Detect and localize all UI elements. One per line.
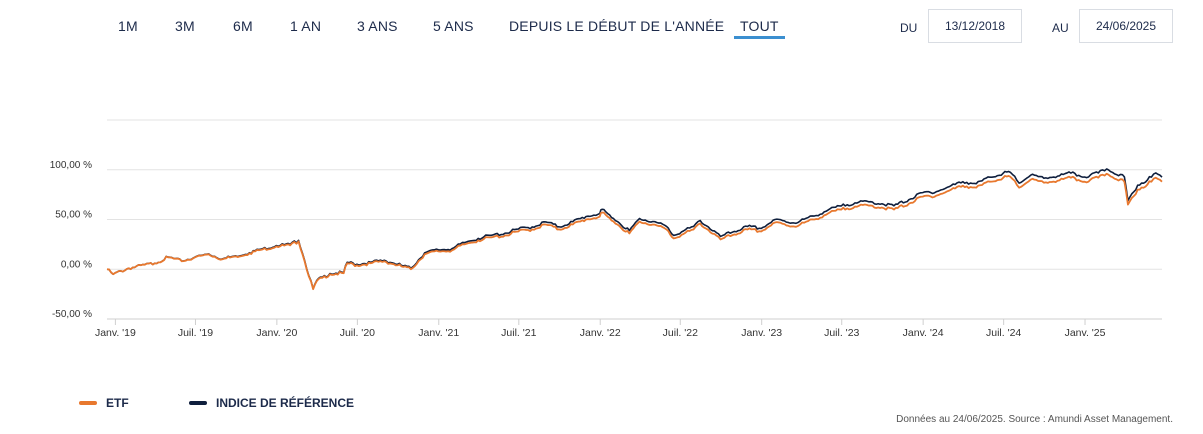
series-benchmark-line [106,168,1163,290]
tab-5-ans[interactable]: 5 ANS [433,18,474,34]
legend-benchmark-label: INDICE DE RÉFÉRENCE [216,396,355,410]
x-axis: Janv. '19 Juil. '19 Janv. '20 Juil. '20 Janv… [95,319,1106,339]
x-tick-label: Janv. '21 [418,327,459,339]
x-tick-label: Janv. '19 [95,327,136,339]
y-tick-label: 50,00 % [55,210,92,221]
tab-ytd[interactable]: DEPUIS LE DÉBUT DE L'ANNÉE [509,18,725,34]
x-tick-label: Juil. '24 [986,327,1021,339]
y-tick-label: 100,00 % [50,160,92,171]
date-from-label: DU [900,21,918,35]
x-tick-label: Juil. '21 [501,327,536,339]
tab-1-an[interactable]: 1 AN [290,18,322,34]
x-tick-label: Janv. '25 [1065,327,1106,339]
y-tick-label: -50,00 % [52,309,92,320]
tab-3-ans[interactable]: 3 ANS [357,18,398,34]
legend-etf-swatch [79,401,97,405]
tab-tout[interactable]: TOUT [734,18,785,39]
y-axis: -50,00 % 0,00 % 50,00 % 100,00 % [50,160,92,320]
y-tick-label: 0,00 % [61,259,92,270]
x-tick-label: Juil. '20 [340,327,375,339]
chart-grid [107,119,1162,320]
date-from-input[interactable]: 13/12/2018 [928,9,1022,43]
x-tick-label: Janv. '23 [741,327,782,339]
x-tick-label: Janv. '24 [903,327,944,339]
legend-etf-label: ETF [106,396,129,410]
source-note: Données au 24/06/2025. Source : Amundi A… [896,414,1173,425]
date-to-label: AU [1052,21,1069,35]
tab-6m[interactable]: 6M [233,18,253,34]
x-tick-label: Juil. '23 [824,327,859,339]
x-tick-label: Janv. '20 [256,327,297,339]
tab-3m[interactable]: 3M [175,18,195,34]
date-to-input[interactable]: 24/06/2025 [1079,9,1173,43]
legend-etf[interactable]: ETF [79,396,129,410]
series-layer [106,168,1163,291]
x-tick-label: Juil. '19 [178,327,213,339]
x-tick-label: Juil. '22 [663,327,698,339]
legend-benchmark-swatch [189,401,207,405]
tab-1m[interactable]: 1M [118,18,138,34]
x-tick-label: Janv. '22 [580,327,621,339]
legend-benchmark[interactable]: INDICE DE RÉFÉRENCE [189,396,354,410]
series-etf-line [106,172,1163,291]
